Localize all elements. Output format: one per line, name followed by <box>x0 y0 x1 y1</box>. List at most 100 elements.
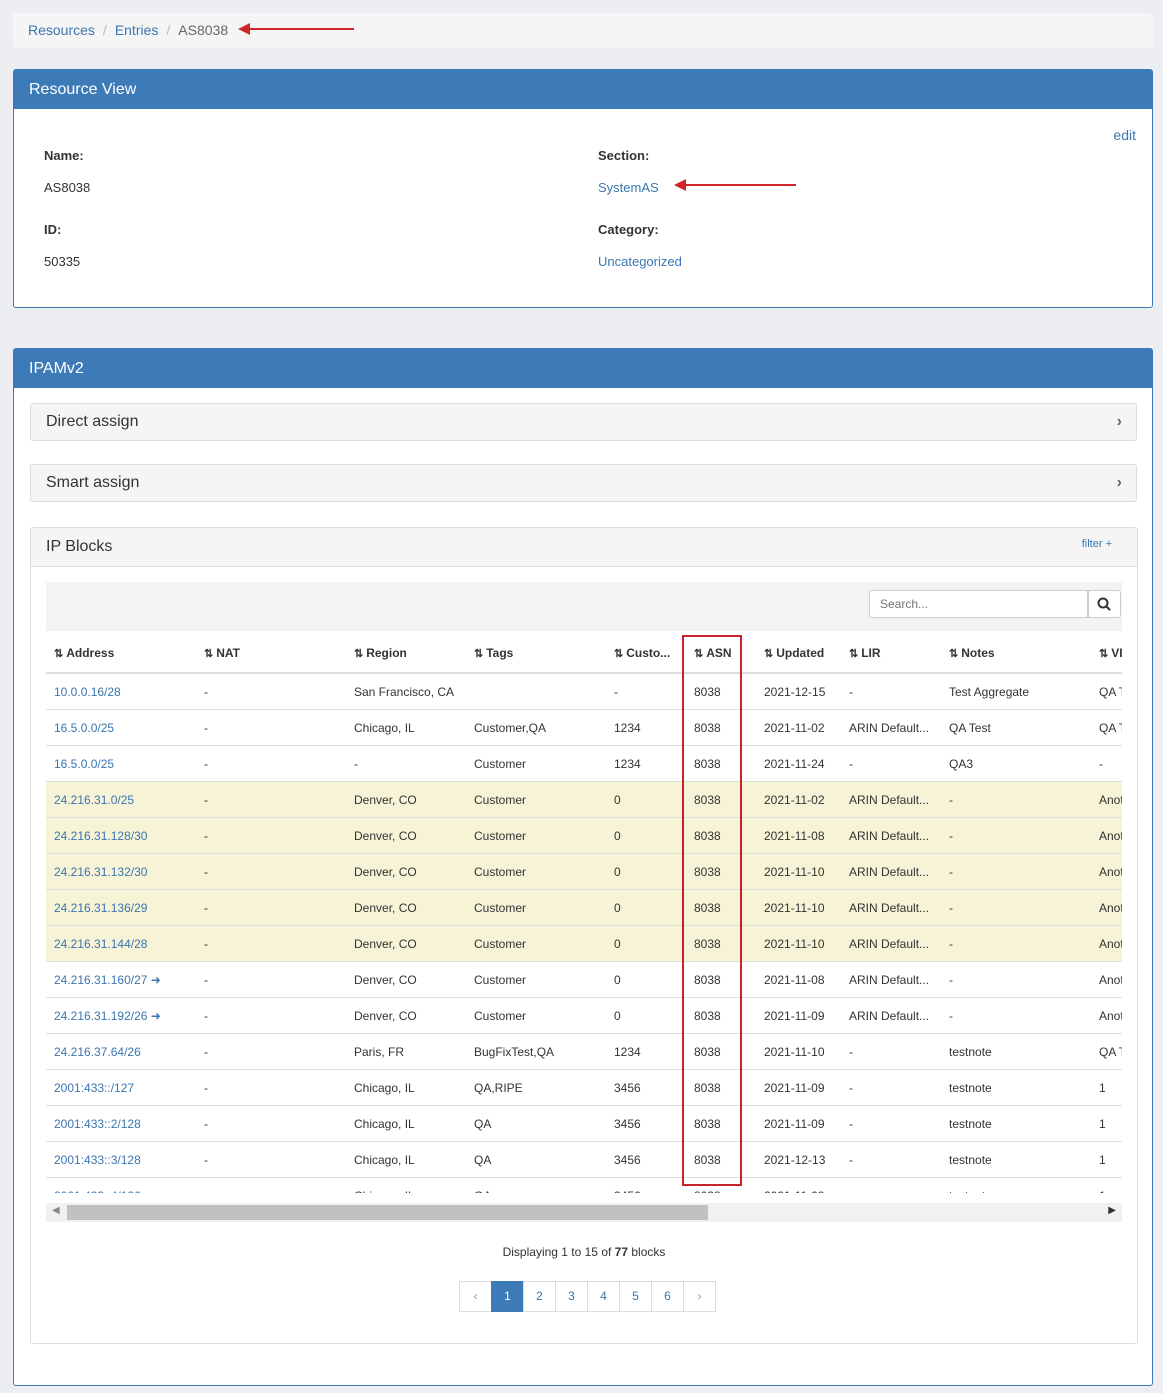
edit-link[interactable]: edit <box>1113 127 1136 143</box>
column-header[interactable]: NAT <box>196 633 346 674</box>
table-cell: QA3 <box>941 745 1091 782</box>
search-input[interactable] <box>869 590 1088 618</box>
column-header[interactable]: Region <box>346 633 466 674</box>
toolbar <box>46 582 1122 631</box>
table-cell: - <box>941 817 1091 854</box>
table-cell: 2021-11-09 <box>756 1069 841 1106</box>
scrollbar[interactable]: ◀ ▶ <box>46 1203 1122 1222</box>
address-link[interactable]: 24.216.31.144/28 <box>54 936 148 951</box>
address-link[interactable]: 24.216.31.160/27 <box>54 972 148 987</box>
table-cell: Denver, CO <box>346 781 466 818</box>
page-button[interactable]: 3 <box>555 1281 588 1312</box>
table-cell: 2021-11-09 <box>756 1177 841 1193</box>
table-cell: - <box>196 1177 346 1193</box>
table-cell: 8038 <box>686 961 756 998</box>
cell-text: ARIN Default... <box>849 972 930 987</box>
cell-text: - <box>849 1189 853 1194</box>
column-header[interactable]: Custo... <box>606 633 686 674</box>
page-button[interactable]: › <box>683 1281 716 1312</box>
cell-text: - <box>204 1116 208 1131</box>
page-button[interactable]: 5 <box>619 1281 652 1312</box>
table-cell: 8038 <box>686 1105 756 1142</box>
cell-text: Denver, CO <box>354 792 417 807</box>
address-link[interactable]: 2001:433::2/128 <box>54 1116 141 1131</box>
table-cell: 1234 <box>606 745 686 782</box>
address-link[interactable]: 24.216.31.128/30 <box>54 828 148 843</box>
address-link[interactable]: 16.5.0.0/25 <box>54 756 115 771</box>
table-cell: - <box>196 745 346 782</box>
table-row: 24.216.31.160/27 ➜ - Denver, CO Customer 0 80… <box>46 961 1122 998</box>
cell-text: Customer <box>474 900 527 915</box>
page-button[interactable]: 2 <box>523 1281 556 1312</box>
address-link[interactable]: 2001:433::3/128 <box>54 1152 141 1167</box>
cell-text: - <box>204 1152 208 1167</box>
column-header[interactable]: VI <box>1091 633 1122 674</box>
column-header[interactable]: LIR <box>841 633 941 674</box>
accordion[interactable]: Smart assign › <box>30 464 1137 502</box>
address-link[interactable]: 24.216.31.132/30 <box>54 864 148 879</box>
scroll-thumb[interactable] <box>67 1205 708 1220</box>
table-cell: - <box>841 672 941 710</box>
table-cell: - <box>941 997 1091 1034</box>
table-cell: ARIN Default... <box>841 925 941 962</box>
cell-text: 1 <box>1099 1116 1106 1131</box>
cell-text: 1234 <box>614 1044 641 1059</box>
resource-panel: Resource View edit Name: AS8038 Section:… <box>13 69 1153 308</box>
field-value: AS8038 <box>44 180 91 195</box>
cell-text: - <box>849 684 853 699</box>
cell-text: 0 <box>614 864 621 879</box>
search-button[interactable] <box>1088 590 1121 618</box>
filter-link[interactable]: filter + <box>1081 538 1112 550</box>
address-link[interactable]: 2001:433::4/126 <box>54 1189 141 1194</box>
table-cell: 8038 <box>686 817 756 854</box>
page-button[interactable]: 4 <box>587 1281 620 1312</box>
table-cell: 2021-11-24 <box>756 745 841 782</box>
address-link[interactable]: 24.216.31.192/26 <box>54 1008 148 1023</box>
footer-text: Displaying 1 to 15 of 77 blocks <box>46 1245 1122 1259</box>
cell-text: 1 <box>1099 1080 1106 1095</box>
accordion[interactable]: Direct assign › <box>30 403 1137 441</box>
table-cell: 2021-11-09 <box>756 997 841 1034</box>
cell-text: Customer <box>474 756 527 771</box>
cell-text: Anot <box>1099 792 1122 807</box>
column-header[interactable]: Notes <box>941 633 1091 674</box>
address-link[interactable]: 16.5.0.0/25 <box>54 720 115 735</box>
address-link[interactable]: 2001:433::/127 <box>54 1080 135 1095</box>
table-cell: 2001:433::2/128 <box>46 1105 196 1142</box>
field-link[interactable]: SystemAS <box>598 180 659 195</box>
page-button[interactable]: 1 <box>491 1281 524 1312</box>
table-cell: Denver, CO <box>346 961 466 998</box>
column-header[interactable]: Updated <box>756 633 841 674</box>
table-cell: Paris, FR <box>346 1033 466 1070</box>
field-link[interactable]: Uncategorized <box>598 254 682 269</box>
table-cell: 2021-11-10 <box>756 889 841 926</box>
address-link[interactable]: 10.0.0.16/28 <box>54 684 121 699</box>
table-cell: - <box>196 1105 346 1142</box>
cell-text: - <box>949 864 953 879</box>
cell-text: 2021-11-08 <box>764 972 825 987</box>
address-link[interactable]: 24.216.37.64/26 <box>54 1044 141 1059</box>
column-header[interactable]: Address <box>46 633 196 674</box>
address-link[interactable]: 24.216.31.0/25 <box>54 792 135 807</box>
address-link[interactable]: 24.216.31.136/29 <box>54 900 148 915</box>
table-row: 24.216.31.132/30 - Denver, CO Customer 0 8038… <box>46 853 1122 890</box>
cell-text: - <box>204 864 208 879</box>
table-cell: Chicago, IL <box>346 1105 466 1142</box>
table-cell: QA T <box>1091 1033 1122 1070</box>
cell-text: ARIN Default... <box>849 936 930 951</box>
crumb-link[interactable]: Entries <box>114 22 159 38</box>
column-header[interactable]: ASN <box>686 633 756 674</box>
annotation-arrow <box>674 179 796 191</box>
page-button[interactable]: 6 <box>651 1281 684 1312</box>
page-button[interactable]: ‹ <box>459 1281 492 1312</box>
cell-text: - <box>1099 756 1103 771</box>
table-cell: ARIN Default... <box>841 709 941 746</box>
crumb-link[interactable]: Resources <box>28 22 95 38</box>
column-header[interactable]: Tags <box>466 633 606 674</box>
table-cell: 8038 <box>686 853 756 890</box>
cell-text: - <box>849 1080 853 1095</box>
cell-text: 0 <box>614 900 621 915</box>
cell-text: testnote <box>949 1152 992 1167</box>
cell-text: QA <box>474 1152 492 1167</box>
cell-text: Denver, CO <box>354 828 417 843</box>
